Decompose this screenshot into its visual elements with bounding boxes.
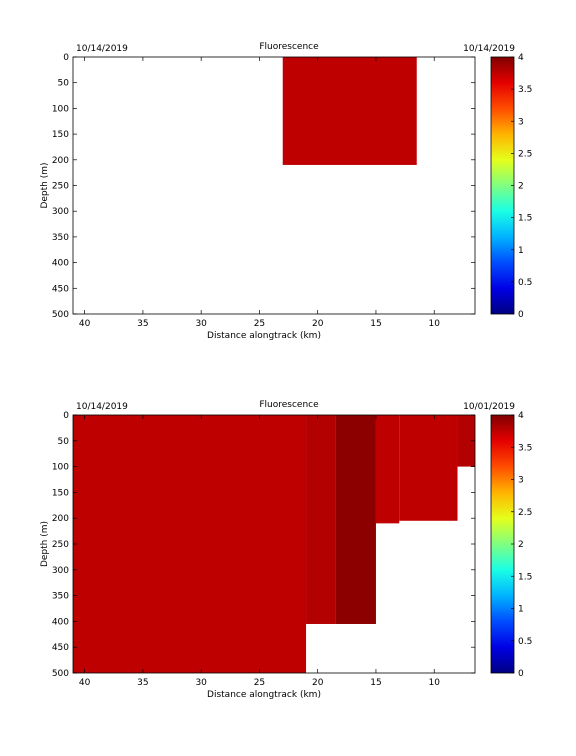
y-tick-label: 300	[52, 566, 69, 576]
y-tick-label: 100	[52, 104, 69, 114]
colorbar-tick-label: 2	[518, 540, 524, 550]
y-tick-label: 150	[52, 130, 69, 140]
colorbar-tick-label: 1.5	[518, 572, 532, 582]
data-section-6	[457, 415, 475, 467]
colorbar-tick-label: 2.5	[518, 508, 532, 518]
x-tick-label: 20	[312, 678, 324, 688]
colorbar-tick-label: 0	[518, 669, 524, 679]
x-tick-label: 35	[137, 678, 148, 688]
y-tick-label: 0	[63, 411, 69, 421]
y-tick-label: 400	[52, 617, 69, 627]
y-tick-label: 200	[52, 156, 69, 166]
y-tick-label: 450	[52, 284, 69, 294]
x-tick-label: 10	[428, 678, 440, 688]
x-tick-label: 15	[370, 678, 381, 688]
y-tick-label: 350	[52, 592, 69, 602]
x-tick-label: 15	[370, 319, 381, 329]
y-tick-label: 100	[52, 463, 69, 473]
chart-panel-1: 40 35 30 25 20 15 1005010015020025030035040045…	[40, 42, 532, 341]
colorbar-tick-label: 1.5	[518, 214, 532, 224]
left-date: 10/14/2019	[76, 402, 128, 412]
y-tick-label: 250	[52, 182, 69, 192]
colorbar-tick-label: 4	[518, 411, 524, 421]
colorbar-tick-label: 2.5	[518, 149, 532, 159]
y-tick-label: 350	[52, 233, 69, 243]
data-section-2	[306, 415, 336, 624]
data-section-3	[335, 415, 376, 624]
y-axis-label: Depth (m)	[40, 162, 50, 208]
y-tick-label: 50	[58, 79, 70, 89]
colorbar-tick-label: 2	[518, 182, 524, 192]
colorbar-tick-label: 0.5	[518, 637, 532, 647]
colorbar-tick-label: 3	[518, 117, 524, 127]
y-tick-label: 150	[52, 488, 69, 498]
x-axis-label: Distance alongtrack (km)	[207, 690, 321, 700]
colorbar-tick-label: 4	[518, 53, 524, 63]
y-tick-label: 200	[52, 514, 69, 524]
x-tick-label: 10	[428, 319, 440, 329]
chart-title: Fluorescence	[259, 400, 319, 410]
x-tick-label: 25	[254, 678, 265, 688]
colorbar-tick-label: 1	[518, 605, 524, 615]
data-section-1	[282, 57, 417, 165]
right-date: 10/14/2019	[463, 44, 515, 54]
colorbar-tick-label: 3.5	[518, 443, 532, 453]
colorbar	[490, 414, 515, 674]
right-date: 10/01/2019	[463, 402, 515, 412]
x-tick-label: 20	[312, 319, 324, 329]
left-date: 10/14/2019	[76, 44, 128, 54]
y-tick-label: 0	[63, 53, 69, 63]
data-section-1	[73, 415, 307, 673]
x-tick-label: 30	[195, 678, 207, 688]
x-axis-label: Distance alongtrack (km)	[207, 331, 321, 341]
colorbar	[490, 56, 515, 315]
x-tick-label: 35	[137, 319, 148, 329]
colorbar-tick-label: 3.5	[518, 85, 532, 95]
data-section-5	[399, 415, 458, 521]
x-tick-label: 40	[79, 678, 91, 688]
x-tick-label: 30	[195, 319, 207, 329]
x-tick-label: 25	[254, 319, 265, 329]
chart-panel-2: 40 35 30 25 20 15 1005010015020025030035040045…	[40, 400, 532, 700]
y-tick-label: 500	[52, 310, 69, 320]
colorbar-tick-label: 0	[518, 310, 524, 320]
x-tick-label: 40	[79, 319, 91, 329]
y-tick-label: 300	[52, 207, 69, 217]
y-axis-label: Depth (m)	[40, 521, 50, 567]
y-tick-label: 50	[58, 437, 70, 447]
y-tick-label: 400	[52, 259, 69, 269]
y-tick-label: 250	[52, 540, 69, 550]
data-section-4	[375, 415, 400, 524]
colorbar-tick-label: 3	[518, 476, 524, 486]
colorbar-tick-label: 1	[518, 246, 524, 256]
y-tick-label: 500	[52, 669, 69, 679]
colorbar-tick-label: 0.5	[518, 278, 532, 288]
y-tick-label: 450	[52, 643, 69, 653]
chart-title: Fluorescence	[259, 42, 319, 52]
